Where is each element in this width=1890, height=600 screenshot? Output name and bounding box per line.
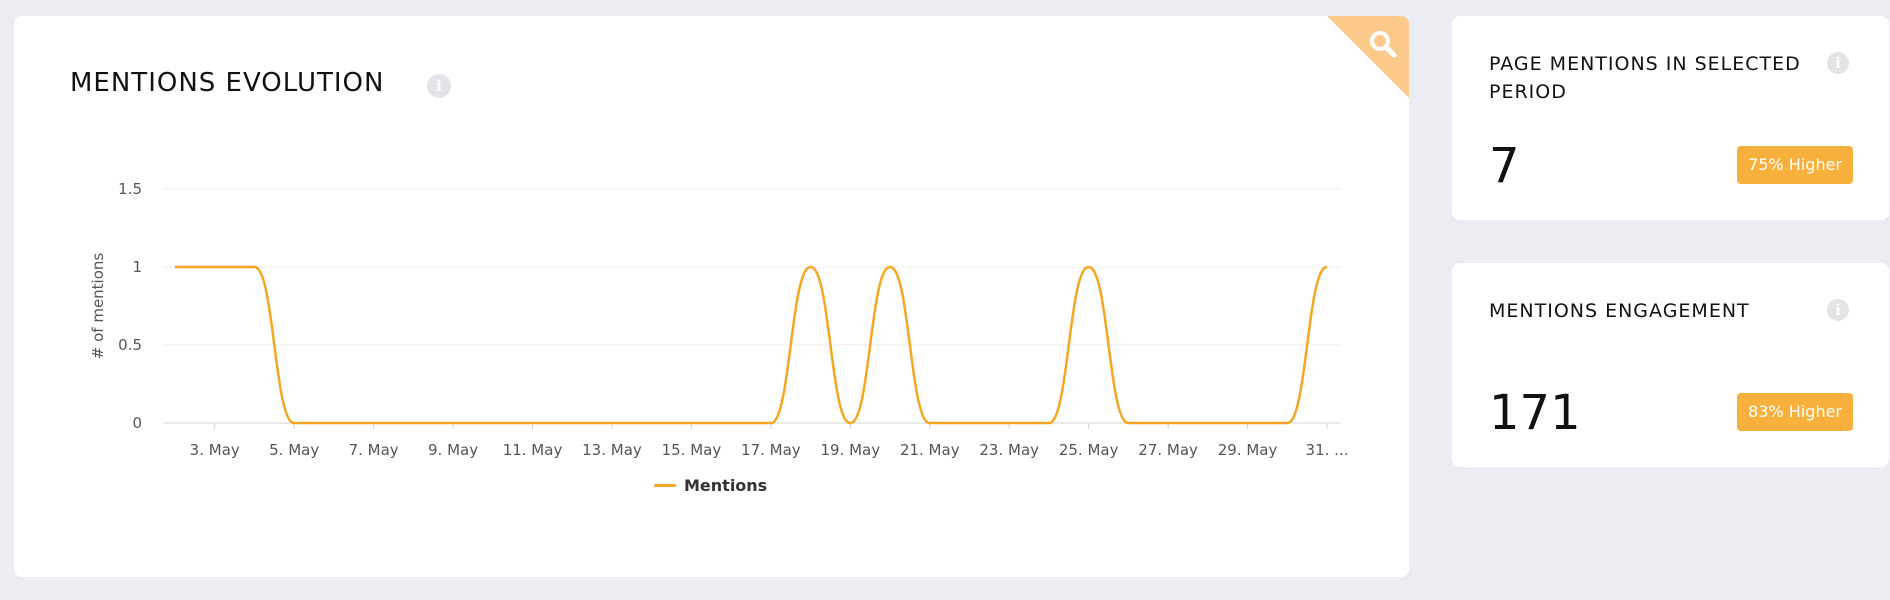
x-tick-label: 3. May [190, 441, 240, 459]
y-tick-label: 0 [132, 414, 142, 432]
data-point[interactable] [966, 420, 972, 426]
x-tick-label: 31. ... [1306, 441, 1349, 459]
y-tick-label: 0.5 [118, 336, 142, 354]
data-point[interactable] [569, 420, 575, 426]
data-point[interactable] [688, 420, 694, 426]
data-point[interactable] [1086, 264, 1092, 270]
stat-value: 7 [1489, 138, 1520, 194]
card-title: MENTIONS EVOLUTION [70, 68, 385, 98]
comparison-badge: 83% Higher [1737, 393, 1853, 431]
data-point[interactable] [1125, 420, 1131, 426]
x-tick-label: 25. May [1059, 441, 1119, 459]
mentions-evolution-card: MENTIONS EVOLUTION i 0 0.5 1 1.5 3. May 5. M… [14, 16, 1409, 577]
data-point[interactable] [847, 420, 853, 426]
page-mentions-card: PAGE MENTIONS IN SELECTED PERIOD i 7 75%… [1452, 16, 1889, 220]
data-point[interactable] [291, 420, 297, 426]
x-tick-label: 13. May [582, 441, 642, 459]
data-point[interactable] [490, 420, 496, 426]
data-point[interactable] [1245, 420, 1251, 426]
data-point[interactable] [728, 420, 734, 426]
y-axis-title: # of mentions [89, 253, 107, 360]
series-line-0[interactable] [175, 265, 1328, 425]
data-point[interactable] [450, 420, 456, 426]
chart-legend[interactable]: Mentions [654, 476, 767, 495]
x-tick-label: 9. May [428, 441, 478, 459]
stat-title: MENTIONS ENGAGEMENT [1489, 300, 1750, 322]
x-tick-label: 29. May [1218, 441, 1278, 459]
data-point[interactable] [1165, 420, 1171, 426]
x-tick-label: 17. May [741, 441, 801, 459]
x-tick-label: 23. May [979, 441, 1039, 459]
data-point[interactable] [1006, 420, 1012, 426]
data-point[interactable] [331, 420, 337, 426]
stat-title: PAGE MENTIONS IN SELECTED PERIOD [1489, 53, 1801, 103]
legend-swatch [654, 484, 676, 487]
data-point[interactable] [212, 264, 218, 270]
data-point[interactable] [768, 420, 774, 426]
x-tick-label: 21. May [900, 441, 960, 459]
data-point[interactable] [649, 420, 655, 426]
data-point[interactable] [1284, 420, 1290, 426]
x-tick-label: 11. May [503, 441, 563, 459]
stat-value: 171 [1489, 385, 1581, 441]
x-tick-label: 19. May [820, 441, 880, 459]
comparison-badge: 75% Higher [1737, 146, 1853, 184]
data-point[interactable] [1205, 420, 1211, 426]
mentions-engagement-card: MENTIONS ENGAGEMENT i 171 83% Higher [1452, 263, 1889, 467]
data-point[interactable] [808, 264, 814, 270]
y-tick-label: 1 [132, 258, 142, 276]
info-icon[interactable]: i [427, 74, 451, 98]
data-point[interactable] [371, 420, 377, 426]
y-tick-label: 1.5 [118, 180, 142, 198]
data-point[interactable] [887, 264, 893, 270]
data-point[interactable] [1046, 420, 1052, 426]
info-icon[interactable]: i [1827, 52, 1849, 74]
data-point[interactable] [609, 420, 615, 426]
data-point[interactable] [251, 264, 257, 270]
mentions-line-chart: 0 0.5 1 1.5 3. May 5. May 7. May 9. May 11. May… [89, 180, 1349, 459]
data-point[interactable] [530, 420, 536, 426]
x-tick-label: 15. May [662, 441, 722, 459]
search-icon [1370, 31, 1397, 58]
data-point[interactable] [172, 264, 178, 270]
x-tick-label: 7. May [349, 441, 399, 459]
legend-label: Mentions [684, 476, 768, 495]
data-point[interactable] [1324, 264, 1330, 270]
data-point[interactable] [927, 420, 933, 426]
x-tick-label: 27. May [1138, 441, 1198, 459]
data-point[interactable] [410, 420, 416, 426]
info-icon[interactable]: i [1827, 299, 1849, 321]
x-tick-label: 5. May [269, 441, 319, 459]
